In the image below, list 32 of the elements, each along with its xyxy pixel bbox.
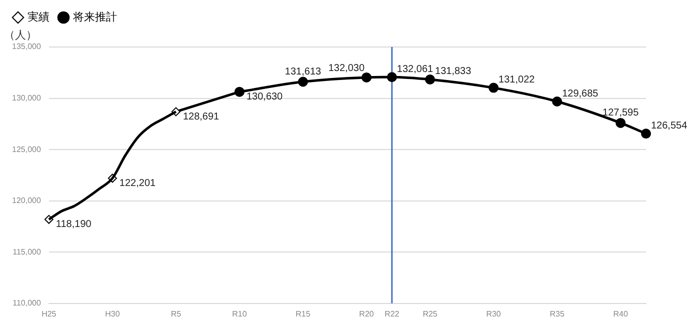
x-tick-label: H25: [42, 309, 57, 318]
data-label: 130,630: [246, 92, 284, 103]
data-label: 127,595: [602, 108, 640, 119]
x-tick-label: R20: [359, 309, 374, 318]
x-tick-label: R25: [422, 309, 438, 318]
y-tick-label: 125,000: [12, 144, 42, 154]
y-tick-label: 115,000: [12, 247, 42, 256]
data-label: 122,201: [119, 178, 156, 190]
data-label: 131,022: [498, 74, 536, 86]
data-label: 132,061: [396, 64, 434, 75]
x-tick-label: R40: [613, 309, 628, 318]
data-label: 129,685: [562, 88, 599, 100]
data-label: 118,190: [56, 219, 92, 230]
y-axis-title: （人）: [4, 30, 37, 42]
y-tick-label: 110,000: [12, 298, 42, 308]
x-tick-label: R5: [170, 309, 182, 318]
data-label: 126,554: [651, 120, 688, 132]
data-label: 132,030: [328, 63, 365, 74]
y-tick-label: 120,000: [12, 196, 42, 206]
x-tick-label: R22: [384, 309, 400, 318]
x-tick-label: R30: [486, 309, 502, 318]
x-tick-label: H30: [105, 309, 120, 318]
data-label: 131,833: [435, 66, 472, 78]
x-tick-label: R10: [232, 309, 248, 318]
legend-label: 将来推計: [72, 10, 117, 24]
x-tick-label: R15: [296, 309, 311, 318]
y-tick-label: 130,000: [12, 93, 42, 102]
y-tick-label: 135,000: [12, 42, 42, 52]
data-label: 128,691: [182, 111, 220, 122]
legend-label: 実績: [28, 10, 50, 24]
data-label: 131,613: [284, 66, 322, 78]
x-tick-label: R35: [550, 309, 565, 318]
